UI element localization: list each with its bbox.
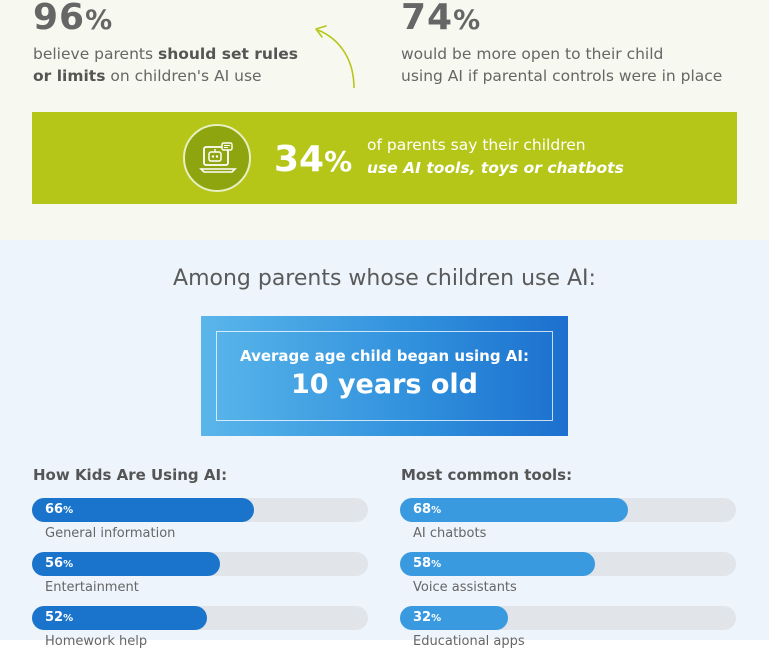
average-age-frame: [216, 331, 553, 421]
usage-bar-row: 56% Entertainment: [32, 552, 368, 606]
tools-bar-row: 58% Voice assistants: [400, 552, 736, 606]
stat-parental-controls: 74% would be more open to their child us…: [401, 0, 722, 87]
tools-bar: [400, 606, 508, 630]
tools-bar-label: Educational apps: [413, 634, 525, 649]
tools-bar: [400, 552, 595, 576]
highlight-banner: [32, 112, 737, 204]
section-title: Among parents whose children use AI:: [173, 266, 596, 291]
average-age-label: Average age child began using AI:: [240, 347, 529, 365]
tools-chart-title: Most common tools:: [401, 466, 573, 484]
stat-rules: 96% believe parents should set rules or …: [33, 0, 298, 87]
usage-bar-row: 66% General information: [32, 498, 368, 552]
usage-bar-value: 56%: [45, 556, 74, 571]
usage-bar-value: 66%: [45, 502, 74, 517]
curved-arrow-icon: [315, 25, 355, 89]
highlight-text-2: use AI tools, toys or chatbots: [367, 159, 624, 177]
tools-bar-label: Voice assistants: [413, 580, 517, 595]
tools-bar: [400, 498, 628, 522]
usage-bar: [32, 498, 254, 522]
tools-bar-value: 32%: [413, 610, 442, 625]
average-age-value: 10 years old: [290, 369, 479, 400]
tools-bar-row: 32% Educational apps: [400, 606, 736, 660]
tools-bar-row: 68% AI chatbots: [400, 498, 736, 552]
tools-bar-label: AI chatbots: [413, 526, 487, 541]
usage-bar-label: General information: [45, 526, 176, 541]
stat-parental-controls-text: would be more open to their child using …: [401, 45, 723, 85]
usage-bar-value: 52%: [45, 610, 74, 625]
highlight-text-1: of parents say their children: [367, 136, 586, 154]
stat-rules-value: 96%: [33, 0, 114, 38]
tools-bar-value: 68%: [413, 502, 442, 517]
usage-bar-row: 52% Homework help: [32, 606, 368, 660]
highlight-value: 34%: [274, 139, 353, 180]
usage-bar: [32, 606, 207, 630]
usage-bar-label: Homework help: [45, 634, 148, 649]
robot-laptop-icon: [183, 124, 251, 192]
stat-parental-controls-value: 74%: [401, 0, 482, 38]
stat-rules-text: believe parents should set rules or limi…: [33, 45, 298, 85]
usage-bar: [32, 552, 220, 576]
tools-bar-value: 58%: [413, 556, 442, 571]
average-age-box: [201, 316, 568, 436]
usage-chart-title: How Kids Are Using AI:: [33, 466, 228, 484]
usage-bar-label: Entertainment: [45, 580, 139, 595]
